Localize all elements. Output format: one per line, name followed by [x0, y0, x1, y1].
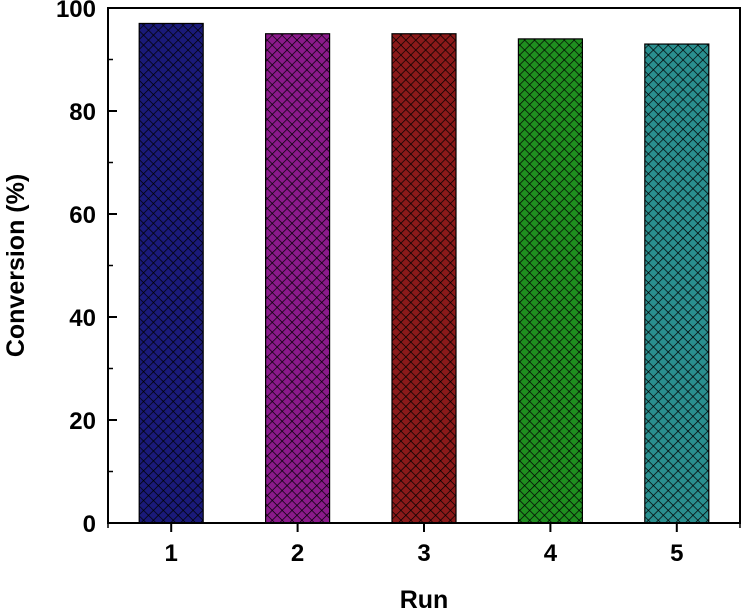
bar-hatch	[644, 43, 710, 524]
bar-hatch	[265, 33, 331, 524]
y-tick-label: 60	[69, 202, 96, 229]
y-axis: 0 20 40 60 80 100	[56, 0, 117, 538]
y-tick-label: 20	[69, 408, 96, 435]
x-axis: 1 2 3 4 5	[107, 523, 741, 567]
x-tick-label: 1	[165, 540, 178, 567]
bar-run-4	[517, 38, 584, 524]
y-tick-label: 40	[69, 305, 96, 332]
x-tick-label: 4	[544, 540, 558, 567]
bar-run-2	[265, 33, 331, 524]
bar-hatch	[517, 38, 584, 524]
x-tick-label: 2	[291, 540, 304, 567]
x-tick-label: 3	[417, 540, 430, 567]
bar-run-1	[138, 22, 204, 524]
bar-hatch	[391, 33, 457, 524]
y-tick-label: 80	[69, 99, 96, 126]
bars-layer	[138, 22, 710, 524]
bar-run-5	[644, 43, 710, 524]
x-axis-title: Run	[400, 586, 449, 614]
y-tick-label: 0	[83, 511, 96, 538]
x-tick-label: 5	[670, 540, 683, 567]
y-axis-title: Conversion (%)	[2, 174, 30, 357]
bar-run-3	[391, 33, 457, 524]
bar-hatch	[138, 22, 204, 524]
y-tick-label: 100	[56, 0, 96, 23]
